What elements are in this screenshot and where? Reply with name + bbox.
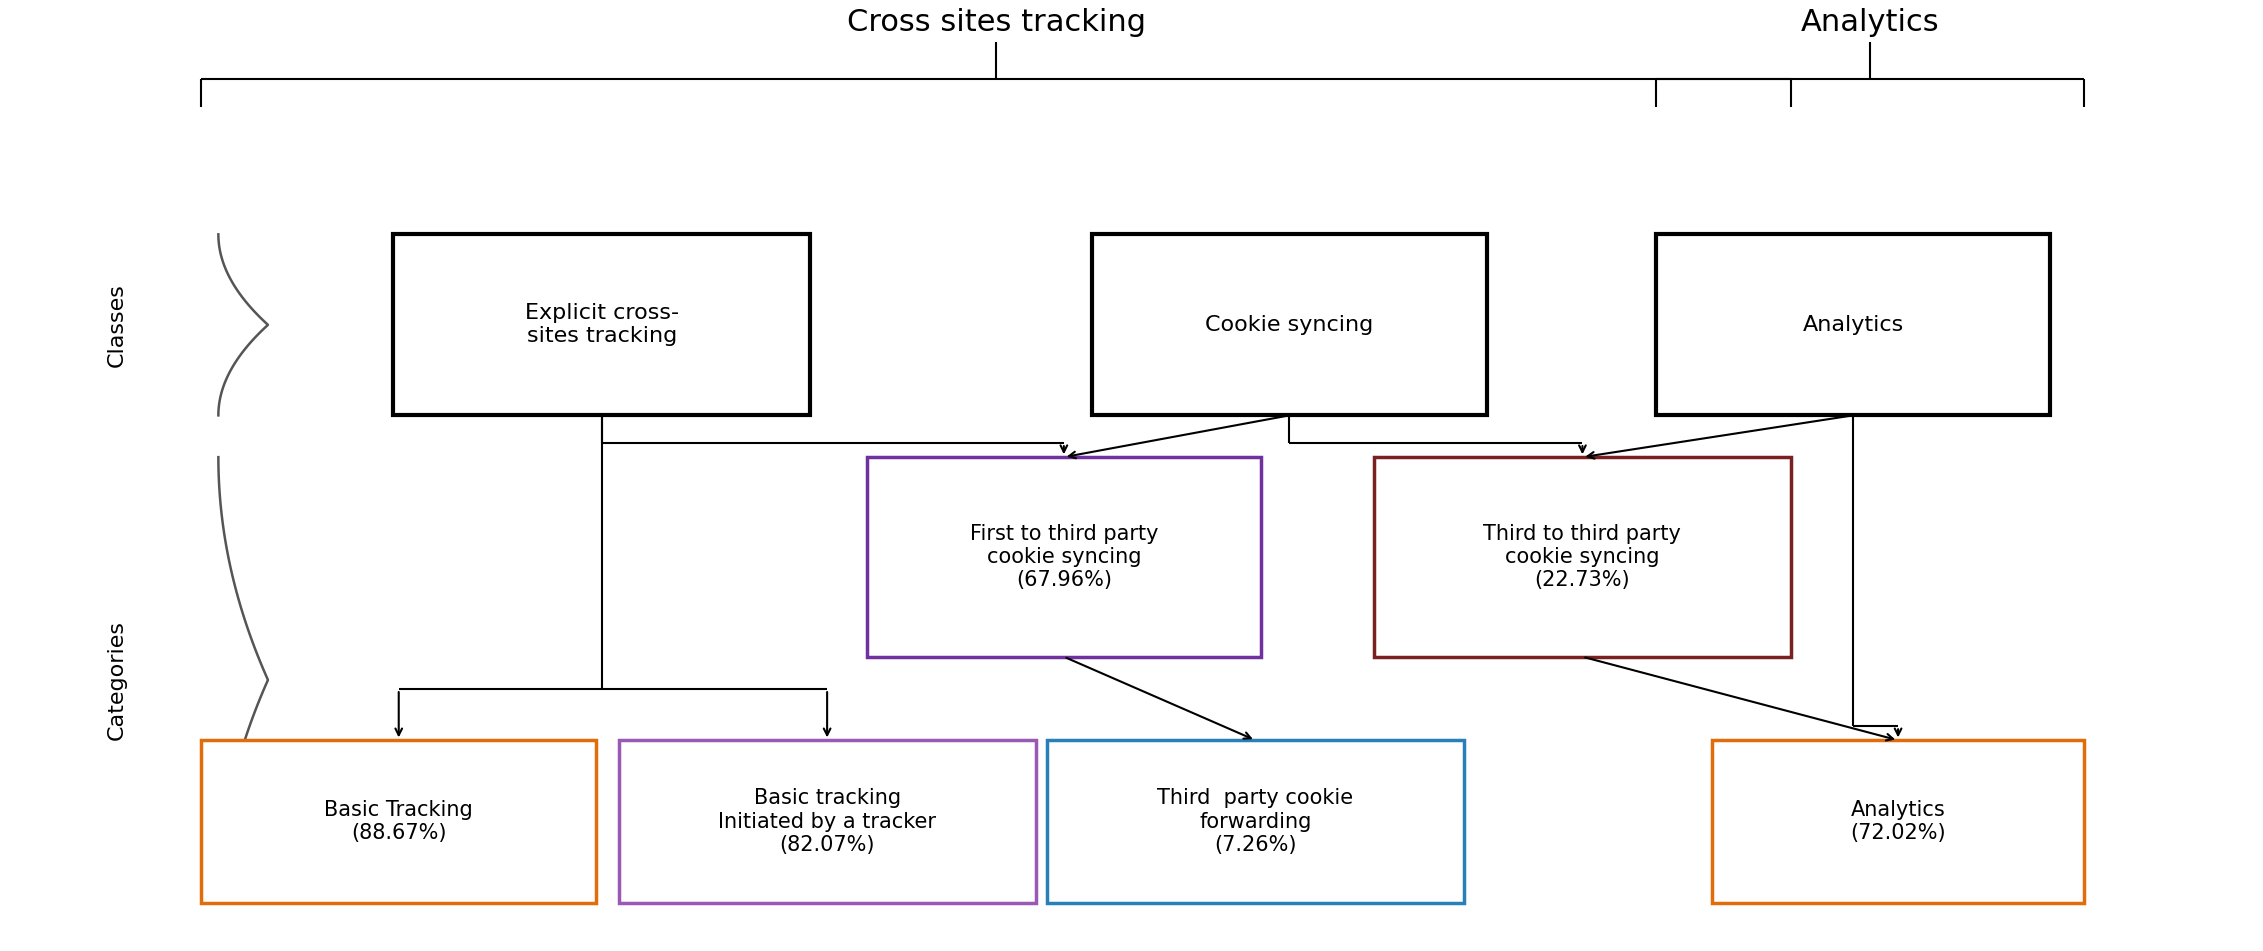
Text: Cookie syncing: Cookie syncing — [1206, 315, 1374, 335]
Text: Analytics: Analytics — [1801, 315, 1903, 335]
FancyBboxPatch shape — [1657, 234, 2050, 416]
FancyBboxPatch shape — [1093, 234, 1487, 416]
Text: Third to third party
cookie syncing
(22.73%): Third to third party cookie syncing (22.… — [1485, 524, 1681, 591]
FancyBboxPatch shape — [1048, 740, 1464, 902]
Text: Classes: Classes — [106, 283, 127, 367]
Text: Basic Tracking
(88.67%): Basic Tracking (88.67%) — [324, 800, 473, 844]
Text: Third  party cookie
forwarding
(7.26%): Third party cookie forwarding (7.26%) — [1156, 788, 1353, 855]
Text: Categories: Categories — [106, 620, 127, 740]
Text: Basic tracking
Initiated by a tracker
(82.07%): Basic tracking Initiated by a tracker (8… — [717, 788, 937, 855]
Text: Explicit cross-
sites tracking: Explicit cross- sites tracking — [525, 303, 679, 346]
Text: First to third party
cookie syncing
(67.96%): First to third party cookie syncing (67.… — [969, 524, 1159, 591]
FancyBboxPatch shape — [201, 740, 595, 902]
FancyBboxPatch shape — [618, 740, 1036, 902]
FancyBboxPatch shape — [394, 234, 810, 416]
Text: Cross sites tracking: Cross sites tracking — [846, 9, 1145, 37]
FancyBboxPatch shape — [867, 457, 1260, 657]
Text: Analytics
(72.02%): Analytics (72.02%) — [1851, 800, 1946, 844]
Text: Analytics: Analytics — [1801, 9, 1939, 37]
FancyBboxPatch shape — [1713, 740, 2084, 902]
FancyBboxPatch shape — [1374, 457, 1790, 657]
